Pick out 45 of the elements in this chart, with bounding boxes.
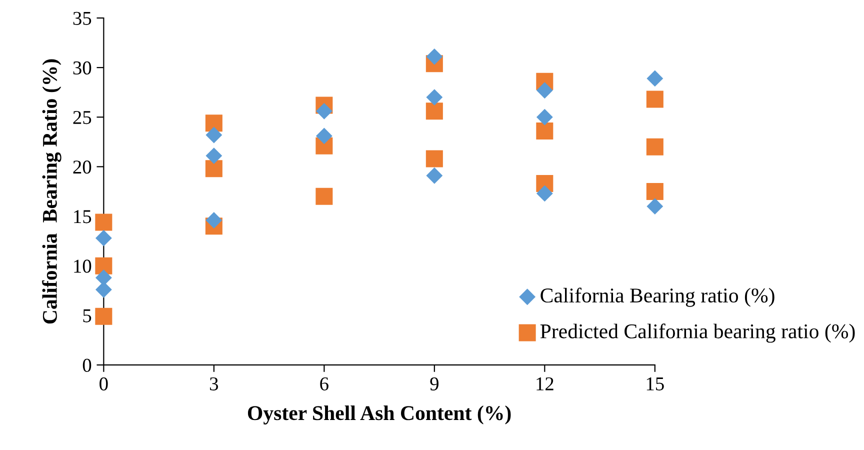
point: [205, 160, 222, 178]
y-tick-label: 5: [83, 309, 92, 322]
x-tick-label: 6: [320, 377, 328, 390]
y-tick-label: 35: [73, 12, 92, 25]
y-tick-label: 30: [73, 61, 92, 74]
x-tick-label: 3: [210, 377, 218, 390]
point: [316, 102, 332, 120]
point: [426, 150, 443, 168]
point: [426, 167, 443, 184]
point: [646, 198, 664, 215]
point: [536, 82, 553, 99]
point: [95, 230, 112, 246]
y-tick-label: 0: [82, 358, 92, 372]
y-axis-title: California Bearing Ratio (%): [42, 59, 62, 324]
point: [316, 128, 332, 144]
point: [316, 188, 333, 205]
point: [536, 108, 553, 126]
point: [426, 102, 443, 120]
x-axis-title: Oyster Shell Ash Content (%): [248, 406, 511, 424]
point: [206, 148, 222, 164]
point: [536, 185, 553, 202]
point: [536, 122, 554, 140]
point: [95, 308, 112, 325]
x-tick-label: 12: [536, 377, 554, 390]
point: [95, 214, 112, 231]
y-tick-label: 10: [74, 260, 92, 273]
legend-label: California Bearing ratio (%): [540, 288, 774, 307]
point: [646, 182, 664, 200]
x-tick-label: 15: [646, 377, 664, 390]
point: [206, 212, 222, 228]
x-tick-label: 9: [430, 377, 438, 390]
y-tick-label: 25: [73, 111, 92, 124]
point: [646, 90, 664, 108]
point: [205, 114, 222, 132]
point: [426, 48, 443, 65]
point: [95, 270, 112, 286]
x-tick-label: 0: [100, 377, 108, 390]
point: [95, 257, 112, 274]
legend-label: Predicted California bearing ratio (%): [540, 324, 855, 343]
point: [206, 126, 222, 144]
y-tick-label: 20: [73, 160, 92, 174]
point: [646, 70, 664, 87]
y-tick-label: 15: [74, 210, 92, 224]
point: [646, 138, 664, 156]
point: [426, 89, 443, 106]
